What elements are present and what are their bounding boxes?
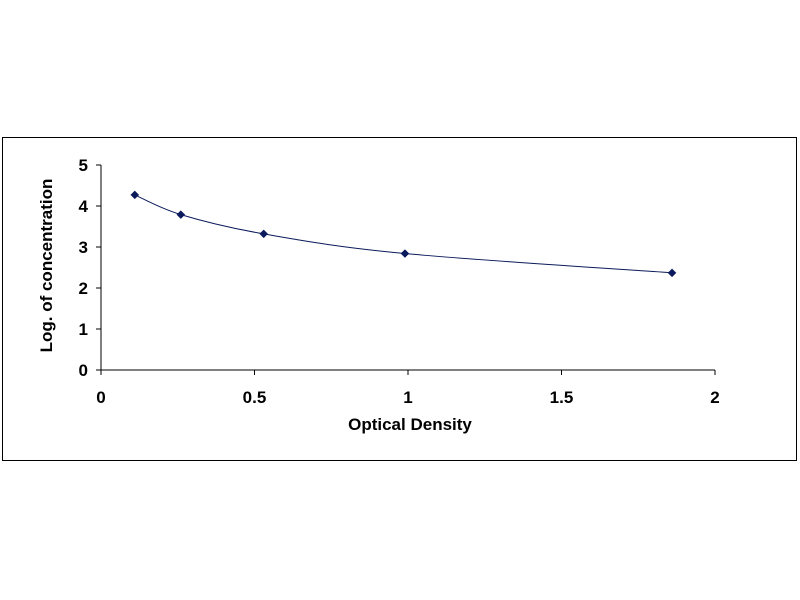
y-tick-label: 3 [79,238,88,257]
y-tick-label: 2 [79,279,88,298]
y-axis-ticks: 0 1 2 3 4 5 [79,156,101,380]
x-axis-title: Optical Density [348,415,472,434]
y-tick-label: 1 [79,320,88,339]
chart-frame: 0 0.5 1 1.5 2 0 1 2 3 4 5 Optical Density Log. of… [2,137,797,461]
x-tick-label: 0.5 [243,388,267,407]
data-markers [130,190,677,278]
y-axis-title: Log. of concentration [37,179,56,353]
x-tick-label: 0 [96,388,105,407]
y-tick-label: 0 [79,361,88,380]
x-tick-label: 2 [710,388,719,407]
x-axis-ticks: 0 0.5 1 1.5 2 [96,370,720,407]
axes [100,165,715,371]
data-point-marker [130,190,140,200]
standard-curve-chart: 0 0.5 1 1.5 2 0 1 2 3 4 5 Optical Density Log. of… [37,156,720,434]
data-point-marker [667,268,677,278]
fit-curve [134,194,673,274]
y-tick-label: 4 [79,197,89,216]
y-tick-label: 5 [79,156,88,175]
x-tick-label: 1.5 [550,388,574,407]
data-point-marker [259,229,269,239]
data-point-marker [176,210,186,219]
data-point-marker [400,249,410,258]
x-tick-label: 1 [403,388,412,407]
